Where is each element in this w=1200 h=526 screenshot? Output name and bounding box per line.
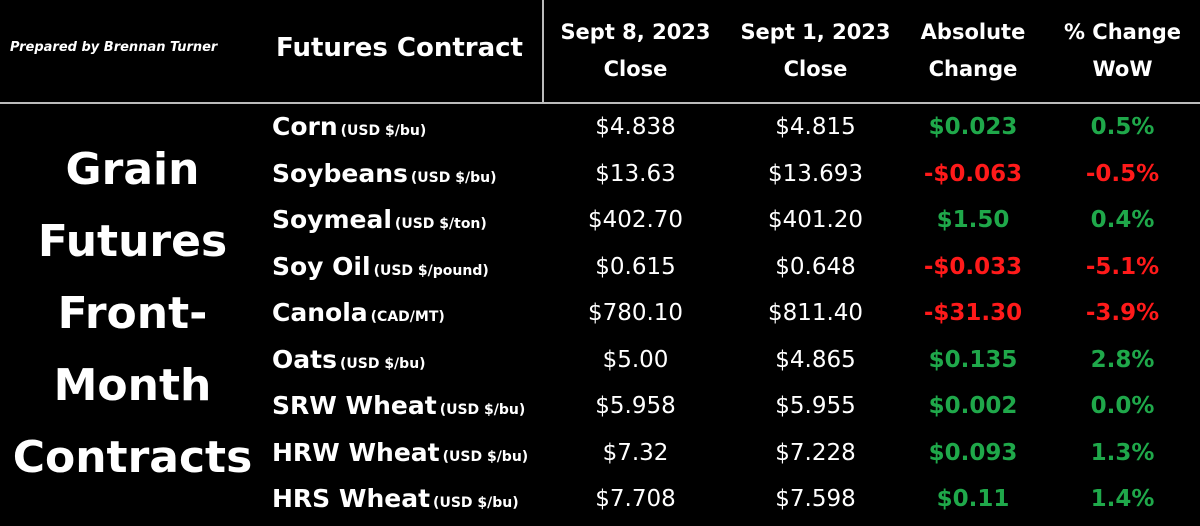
percent-change-cell: 2.8% (1090, 346, 1155, 373)
header-absolute-change-line2: Change (928, 57, 1018, 81)
close-current-cell: $5.958 (595, 393, 676, 419)
contract-name-cell: SRW Wheat (USD $/bu) (272, 383, 525, 429)
table-row: Soymeal (USD $/ton) $402.70 $401.20 $1.50 0.4… (0, 197, 1200, 243)
header-divider-vertical (542, 0, 544, 102)
header-close-previous-line2: Close (783, 57, 848, 81)
header-close-previous-line1: Sept 1, 2023 (740, 20, 891, 44)
close-current-cell: $7.32 (602, 439, 669, 466)
title-line: Contracts (12, 432, 253, 483)
contract-unit: (USD $/bu) (410, 169, 497, 186)
contract-name-cell: Soybeans (USD $/bu) (272, 151, 496, 197)
header-close-previous: Sept 1, 2023 Close (728, 14, 903, 88)
table-row: Oats (USD $/bu) $5.00 $4.865 $0.135 2.8% (0, 337, 1200, 383)
close-current-cell: $13.63 (595, 160, 676, 187)
close-previous-cell: $4.865 (775, 346, 856, 373)
contract-name-cell: Oats (USD $/bu) (272, 337, 426, 383)
percent-change-cell: 0.5% (1090, 114, 1155, 140)
close-previous-cell: $5.955 (775, 393, 856, 419)
header-close-current-line2: Close (603, 57, 668, 81)
close-current-cell: $4.838 (595, 114, 676, 140)
table-row: HRW Wheat (USD $/bu) $7.32 $7.228 $0.093 1.3% (0, 430, 1200, 476)
contract-name-cell: HRS Wheat (USD $/bu) (272, 476, 519, 522)
title-line: Month (53, 360, 212, 411)
contract-name: Corn (272, 112, 338, 141)
contract-name-cell: Soy Oil (USD $/pound) (272, 244, 489, 290)
header-futures-contract: Futures Contract (276, 33, 523, 63)
contract-name: Soybeans (272, 158, 408, 188)
contract-name: Soymeal (272, 205, 392, 234)
contract-unit: (USD $/pound) (373, 262, 489, 279)
contract-unit: (USD $/bu) (439, 402, 526, 418)
title-line: Front- (57, 288, 208, 339)
percent-change-cell: -0.5% (1085, 160, 1160, 187)
close-current-cell: $780.10 (587, 300, 684, 326)
close-previous-cell: $0.648 (775, 253, 856, 280)
absolute-change-cell: $0.023 (928, 114, 1018, 140)
close-current-cell: $0.615 (595, 253, 676, 280)
contract-name: HRS Wheat (272, 484, 431, 513)
contract-unit: (USD $/bu) (433, 495, 519, 511)
contract-unit: (USD $/bu) (340, 123, 427, 139)
percent-change-cell: -3.9% (1085, 300, 1160, 326)
absolute-change-cell: $0.093 (928, 439, 1018, 466)
table-row: Canola (CAD/MT) $780.10 $811.40 -$31.30 -3.9% (0, 290, 1200, 336)
prepared-by-credit: Prepared by Brennan Turner (10, 40, 218, 55)
close-previous-cell: $13.693 (767, 160, 864, 187)
header-absolute-change-line1: Absolute (920, 20, 1026, 44)
close-current-cell: $402.70 (587, 207, 684, 233)
header-percent-change: % Change WoW (1050, 14, 1195, 88)
header-divider-horizontal (0, 102, 1200, 104)
close-current-cell: $7.708 (595, 486, 676, 512)
title-line: Futures (37, 216, 228, 267)
contract-unit: (USD $/bu) (339, 355, 426, 372)
close-previous-cell: $811.40 (767, 300, 864, 326)
header-close-current-line1: Sept 8, 2023 (560, 20, 711, 44)
header-percent-change-line1: % Change (1063, 20, 1182, 44)
title-line: Grain (65, 144, 200, 195)
table-row: Corn (USD $/bu) $4.838 $4.815 $0.023 0.5% (0, 104, 1200, 150)
contract-name: Oats (272, 344, 337, 374)
contract-name-cell: HRW Wheat (USD $/bu) (272, 430, 528, 476)
absolute-change-cell: $0.11 (936, 486, 1010, 512)
close-previous-cell: $7.228 (775, 439, 856, 466)
percent-change-cell: 1.3% (1090, 439, 1155, 466)
absolute-change-cell: $0.002 (928, 393, 1018, 419)
contract-unit: (USD $/bu) (442, 448, 529, 465)
absolute-change-cell: -$0.033 (923, 253, 1023, 280)
header-percent-change-line2: WoW (1092, 57, 1153, 81)
absolute-change-cell: -$0.063 (923, 160, 1023, 187)
contract-name-cell: Corn (USD $/bu) (272, 104, 426, 150)
close-previous-cell: $7.598 (775, 486, 856, 512)
contract-unit: (USD $/ton) (394, 216, 487, 232)
table-title: Grain Futures Front- Month Contracts (0, 134, 265, 494)
table-row: Soy Oil (USD $/pound) $0.615 $0.648 -$0.033 -… (0, 244, 1200, 290)
contract-name: SRW Wheat (272, 391, 437, 420)
percent-change-cell: 0.4% (1090, 207, 1155, 233)
contract-name-cell: Soymeal (USD $/ton) (272, 197, 487, 243)
contract-unit: (CAD/MT) (370, 309, 445, 325)
table-row: HRS Wheat (USD $/bu) $7.708 $7.598 $0.11 1.4% (0, 476, 1200, 522)
close-previous-cell: $4.815 (775, 114, 856, 140)
absolute-change-cell: $1.50 (936, 207, 1010, 233)
contract-name: Canola (272, 298, 368, 327)
percent-change-cell: 0.0% (1090, 393, 1155, 419)
close-current-cell: $5.00 (602, 346, 669, 373)
table-row: SRW Wheat (USD $/bu) $5.958 $5.955 $0.002 0.0… (0, 383, 1200, 429)
contract-name: HRW Wheat (272, 437, 440, 467)
absolute-change-cell: $0.135 (928, 346, 1018, 373)
close-previous-cell: $401.20 (767, 207, 864, 233)
header-close-current: Sept 8, 2023 Close (548, 14, 723, 88)
contract-name-cell: Canola (CAD/MT) (272, 290, 445, 336)
percent-change-cell: 1.4% (1090, 486, 1155, 512)
absolute-change-cell: -$31.30 (923, 300, 1023, 326)
header-absolute-change: Absolute Change (903, 14, 1043, 88)
percent-change-cell: -5.1% (1085, 253, 1160, 280)
table-row: Soybeans (USD $/bu) $13.63 $13.693 -$0.063 -0… (0, 151, 1200, 197)
contract-name: Soy Oil (272, 251, 371, 281)
